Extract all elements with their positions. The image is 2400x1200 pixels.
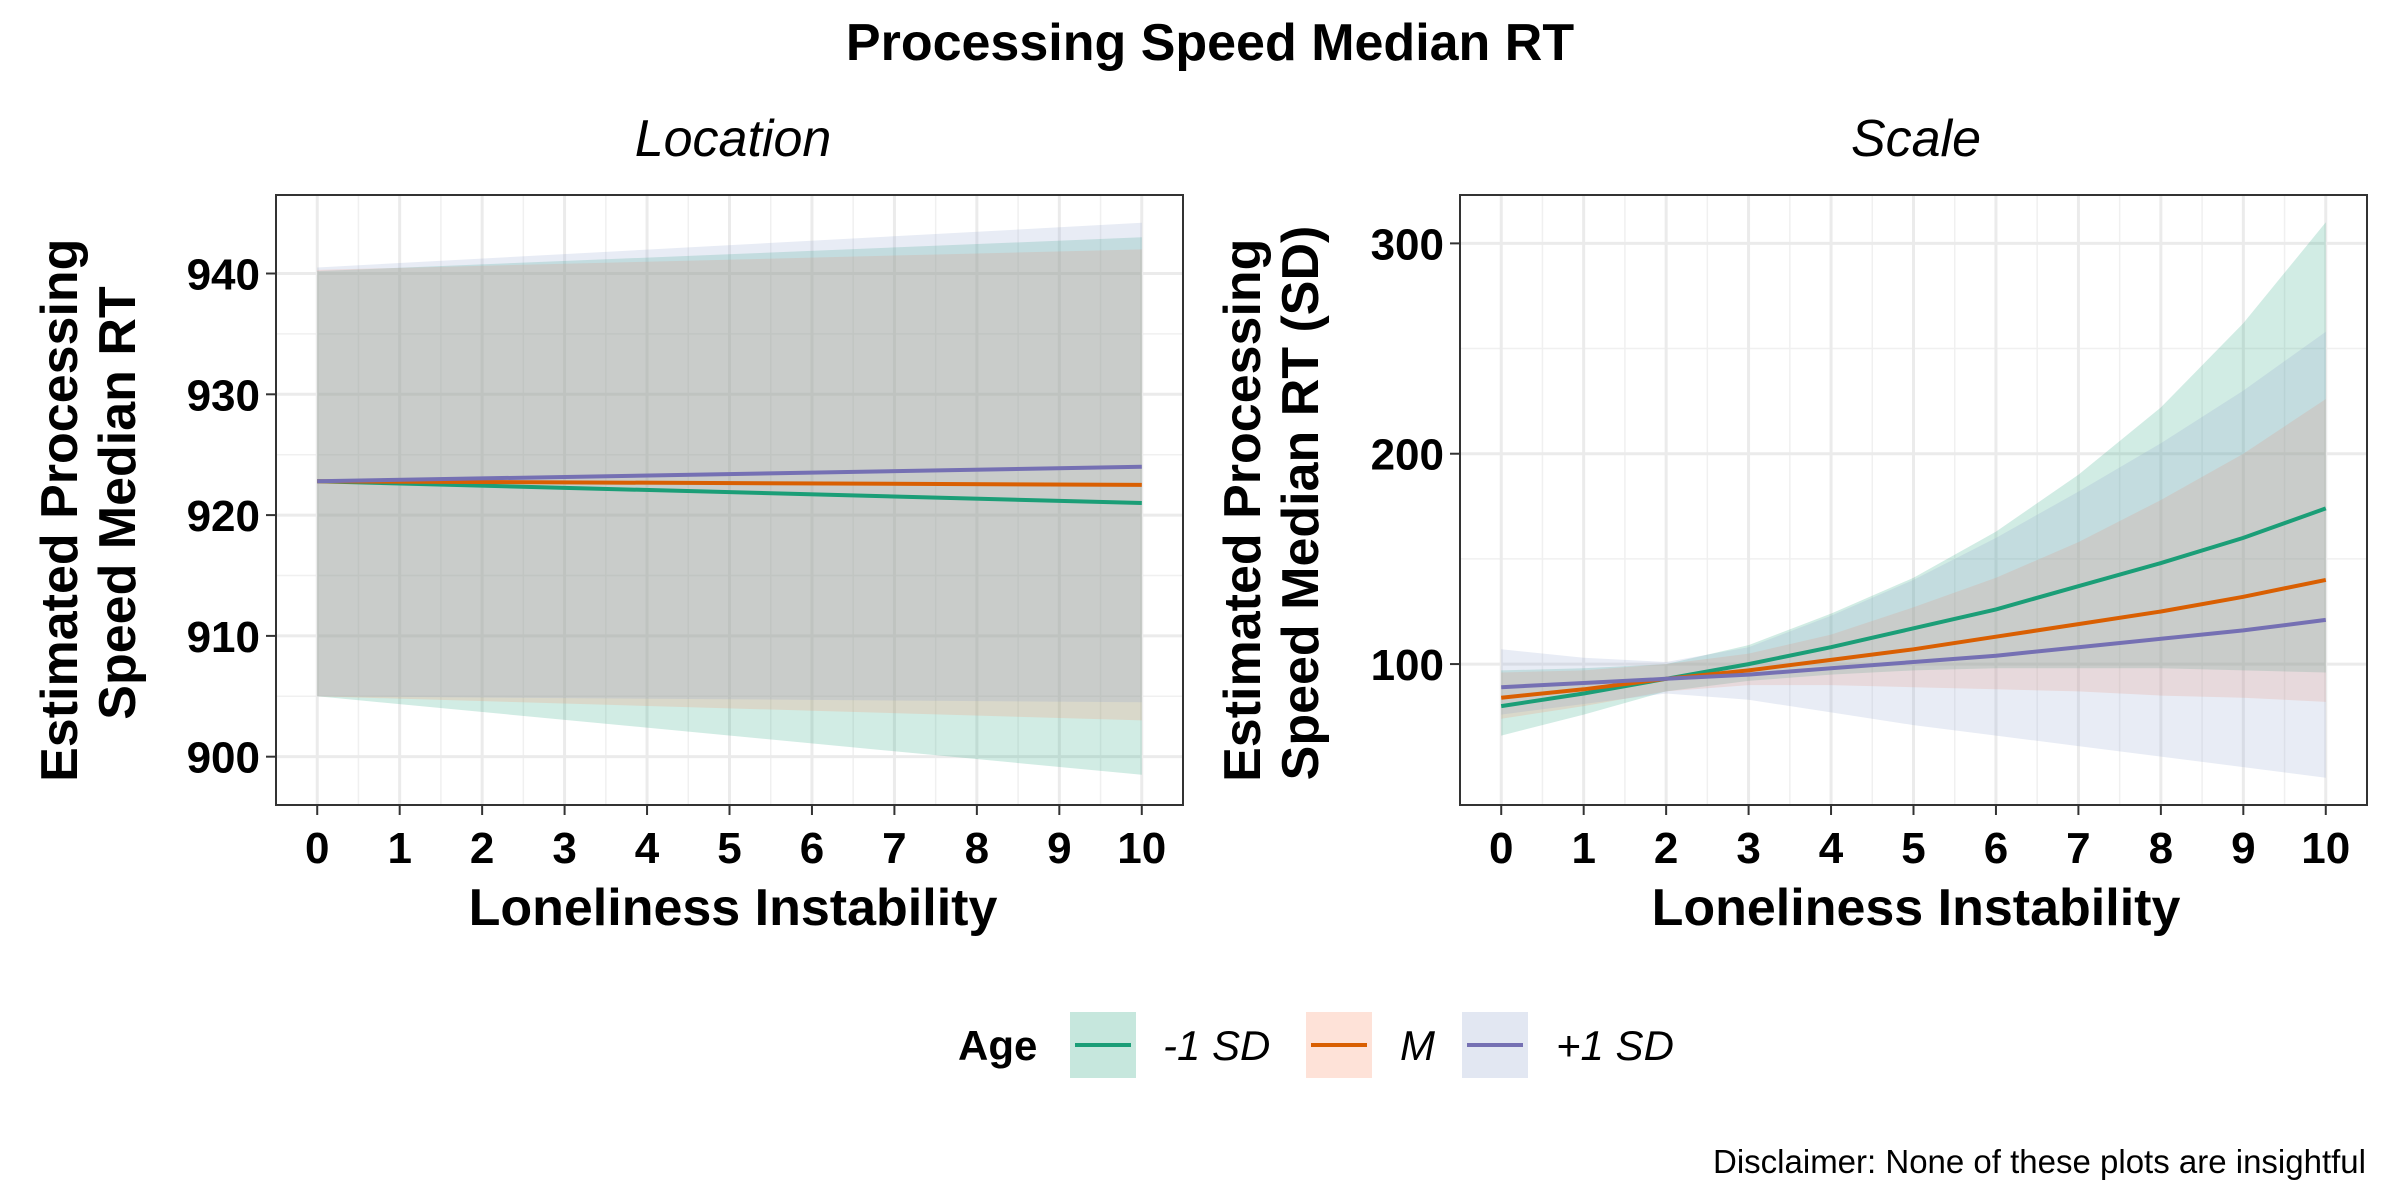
x-tick-label: 7 (2066, 824, 2090, 873)
x-tick-label: 4 (635, 824, 660, 873)
x-tick-label: 9 (1047, 824, 1071, 873)
lines-scale (1500, 506, 2327, 709)
y-tick-label: 920 (187, 492, 260, 541)
ci-ribbon-1sd (1501, 222, 2326, 736)
y-axis-location: 900 910 920 930 940 (187, 251, 276, 783)
x-tick-label: 9 (2231, 824, 2255, 873)
y-tick-label: 100 (1371, 641, 1444, 690)
legend-title: Age (958, 1022, 1037, 1069)
y-tick-label: 200 (1371, 431, 1444, 480)
x-tick-label: 6 (800, 824, 824, 873)
figure-title: Processing Speed Median RT (846, 14, 1574, 72)
legend-item-mean: M (1306, 1012, 1435, 1078)
x-axis-label-location: Loneliness Instability (469, 879, 998, 937)
x-tick-label: 1 (387, 824, 411, 873)
caption: Disclaimer: None of these plots are insi… (1713, 1143, 2366, 1180)
series-line-1sd (1501, 617, 2327, 690)
y-tick-label: 900 (187, 734, 260, 783)
ci-ribbon-1sd (317, 222, 1142, 703)
x-tick-label: 2 (1654, 824, 1678, 873)
series-line-m (317, 479, 1142, 487)
x-tick-label: 2 (470, 824, 494, 873)
x-tick-label: 0 (1489, 824, 1513, 873)
x-tick-label: 7 (882, 824, 906, 873)
y-tick-label: 930 (187, 371, 260, 420)
legend-label-mean: M (1400, 1022, 1435, 1069)
x-tick-label: 6 (1984, 824, 2008, 873)
ci-ribbon-m (1501, 399, 2326, 719)
series-line-1sd (317, 479, 1142, 505)
ribbons-scale (1501, 222, 2326, 778)
panel-title-location: Location (635, 110, 832, 168)
x-tick-label: 3 (1736, 824, 1760, 873)
x-axis-label-scale: Loneliness Instability (1652, 879, 2181, 937)
x-tick-label: 8 (965, 824, 989, 873)
legend-item-plus-1sd: +1 SD (1462, 1012, 1674, 1078)
x-axis-scale: 0 1 2 3 4 5 6 7 8 9 10 (1489, 805, 2350, 873)
x-tick-label: 4 (1819, 824, 1844, 873)
y-axis-label-scale: Estimated Processing Speed Median RT (SD… (1214, 224, 1330, 782)
panel-scale: Scale 0 1 2 3 4 5 6 7 8 9 10 100 200 300 Loneliness … (1214, 110, 2368, 937)
x-tick-label: 5 (717, 824, 741, 873)
x-tick-label: 10 (2301, 824, 2350, 873)
y-tick-label: 940 (187, 251, 260, 300)
lines-location (317, 464, 1142, 505)
series-line-1sd (317, 464, 1142, 484)
y-axis-label-line1: Estimated Processing (1214, 239, 1272, 782)
legend-label-minus-1sd: -1 SD (1163, 1022, 1270, 1069)
legend-item-minus-1sd: -1 SD (1070, 1012, 1270, 1078)
panel-title-scale: Scale (1851, 110, 1981, 168)
x-axis-location: 0 1 2 3 4 5 6 7 8 9 10 (305, 805, 1166, 873)
x-tick-label: 0 (305, 824, 329, 873)
x-tick-label: 1 (1571, 824, 1595, 873)
y-axis-label-location: Estimated Processing Speed Median RT (31, 224, 147, 782)
x-tick-label: 5 (1901, 824, 1925, 873)
ci-ribbon-1sd (1501, 331, 2326, 778)
y-axis-scale: 100 200 300 (1371, 220, 1460, 690)
x-tick-label: 3 (552, 824, 576, 873)
y-tick-label: 300 (1371, 220, 1444, 269)
ci-ribbon-1sd (317, 237, 1142, 775)
y-axis-label-line1: Estimated Processing (31, 239, 89, 782)
grid-scale (1460, 195, 2367, 805)
series-line-m (1500, 577, 2327, 700)
legend-label-plus-1sd: +1 SD (1556, 1022, 1674, 1069)
x-tick-label: 8 (2149, 824, 2173, 873)
x-tick-label: 10 (1117, 824, 1166, 873)
y-tick-label: 910 (187, 613, 260, 662)
y-axis-label-line2: Speed Median RT (89, 286, 147, 720)
y-axis-label-line2: Speed Median RT (SD) (1272, 226, 1330, 781)
legend: Age -1 SD M +1 SD (958, 1012, 1674, 1078)
